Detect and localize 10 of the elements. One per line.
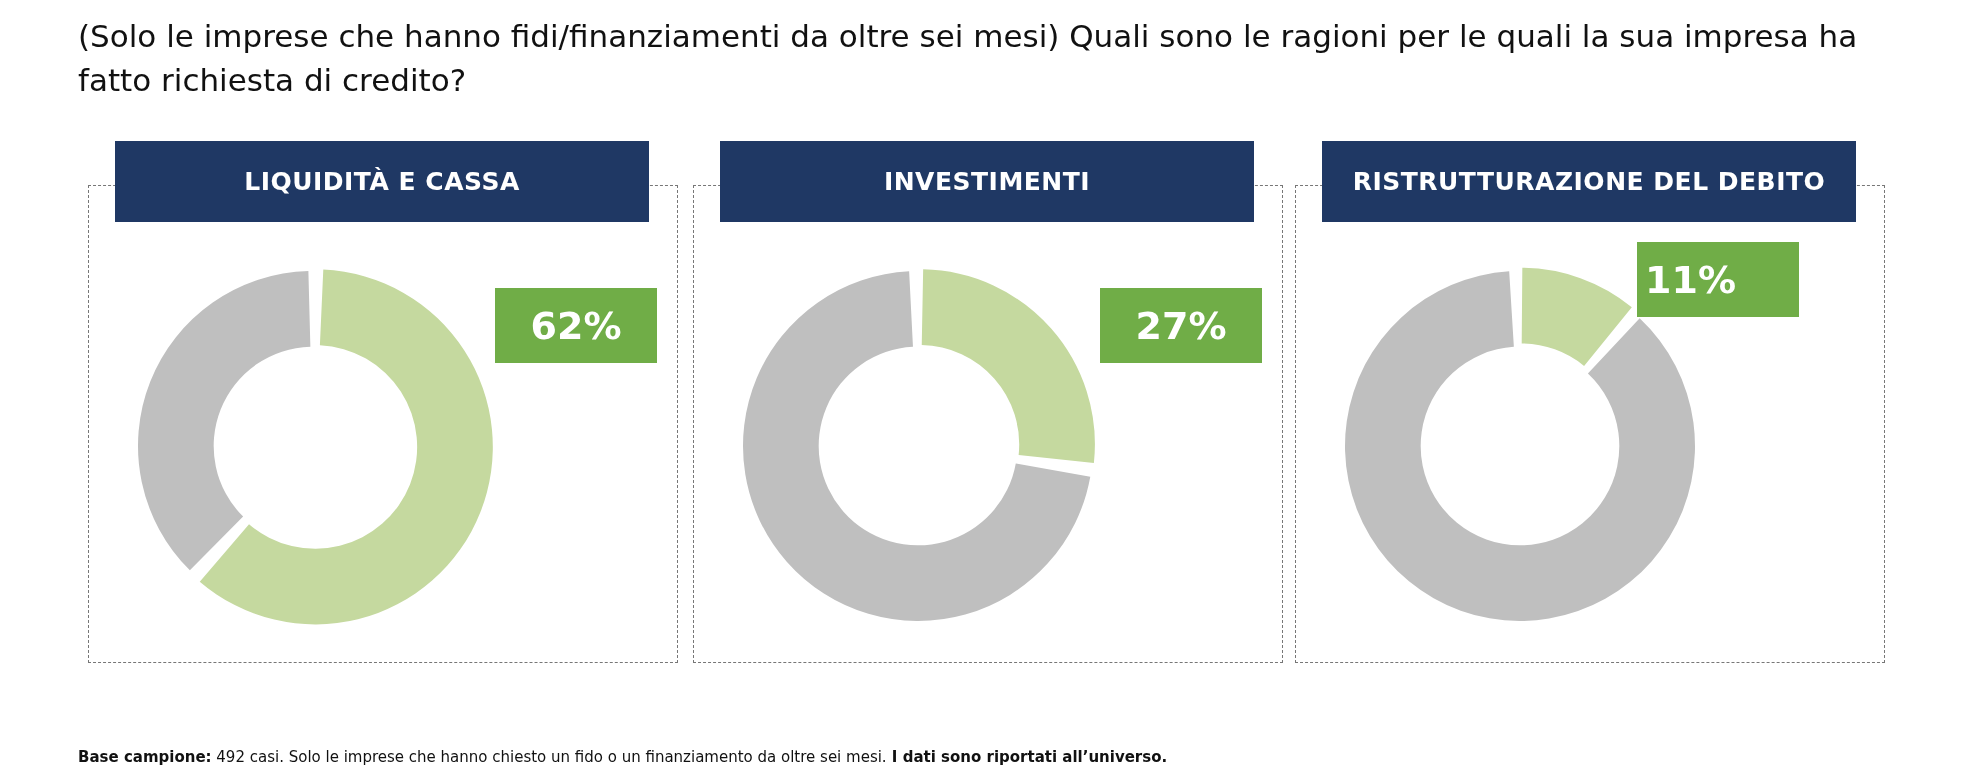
data-label: 62% [495, 288, 657, 363]
text: (Solo le imprese che hanno fidi/finanziamenti da oltre sei mesi) Quali sono le ragioni per le quali la sua impresa ha fatto richiesta di credito? [78, 17, 1859, 100]
chart-title: LIQUIDITÀ E CASSA [115, 141, 649, 222]
data-label: 27% [1100, 288, 1262, 363]
chart-title: INVESTIMENTI [720, 141, 1254, 222]
text: Base campione: [78, 748, 212, 766]
data-label: 11% [1637, 242, 1799, 317]
text: 492 casi. Solo le imprese che hanno chiesto un fido o un finanziamento da oltre sei mesi. [215, 748, 887, 766]
chart-title: RISTRUTTURAZIONE DEL DEBITO [1322, 141, 1856, 222]
text: I dati sono riportati all’universo. [890, 748, 1168, 766]
